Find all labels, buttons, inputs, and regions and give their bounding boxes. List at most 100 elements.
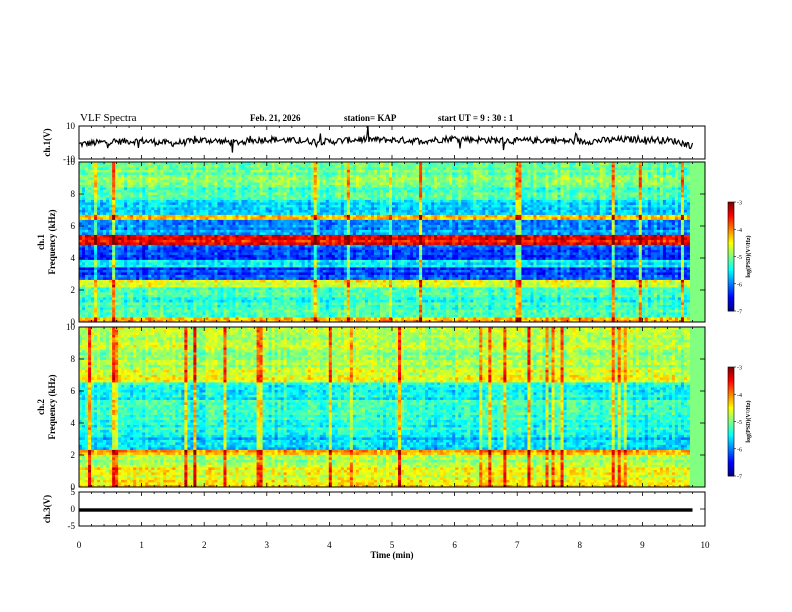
ch1-spec-cell [437,290,440,293]
ch1-spec-cell [350,280,353,283]
ch1-spec-cell [130,317,133,320]
ch1-spec-cell [151,262,154,265]
ch1-spec-cell [157,277,160,280]
ch1-spec-cell [157,275,160,278]
ch1-spec-cell [142,282,145,285]
ch1-spec-cell [311,305,314,308]
ch1-spec-cell [536,265,539,268]
ch1-spec-cell [422,270,425,273]
ch1-spec-cell [527,300,530,303]
ch1-spec-cell [639,267,642,270]
ch1-spec-cell [470,295,473,298]
ch1-spec-cell [434,280,437,283]
ch1-spec-cell [232,310,235,313]
ch1-spec-cell [395,305,398,308]
ch1-spec-cell [618,270,621,273]
ch1-spec-cell [272,307,275,310]
ch1-spec-cell [350,300,353,303]
ch1-spec-cell [106,287,109,290]
ch1-spec-cell [320,292,323,295]
ch1-spec-cell [470,302,473,305]
ch1-spec-cell [287,307,290,310]
ch1-spec-cell [558,265,561,268]
ch1-spec-cell [88,295,91,298]
ch1-spec-cell [208,310,211,313]
ch1-spec-cell [389,285,392,288]
ch1-spec-cell [473,305,476,308]
ch1-spec-cell [585,317,588,320]
ch1-spec-cell [181,282,184,285]
ch1-spec-cell [464,317,467,320]
ch1-spec-cell [521,295,524,298]
ch1-spec-cell [512,315,515,318]
ch1-spec-cell [211,262,214,265]
ch1-spec-cell [678,297,681,300]
ch1-spec-cell [392,275,395,278]
ch1-spec-cell [226,302,229,305]
ch1-spec-cell [139,315,142,318]
ch1-spec-cell [190,290,193,293]
ch1-spec-cell [651,265,654,268]
ch1-spec-cell [542,272,545,275]
ch1-spec-cell [353,305,356,308]
ch1-spec-cell [606,310,609,313]
ch1-spec-cell [208,292,211,295]
ch1-spec-cell [320,282,323,285]
ch1-spec-cell [178,282,181,285]
ch1-spec-cell [503,282,506,285]
ch1-spec-cell [335,270,338,273]
ch1-spec-cell [416,272,419,275]
ch1-spec-cell [211,315,214,318]
ch1-spec-cell [184,292,187,295]
ch1-spec-cell [627,285,630,288]
ch1-spec-cell [157,292,160,295]
ch1-spec-cell [621,270,624,273]
ch1-spec-cell [181,305,184,308]
ch1-spec-cell [536,302,539,305]
ch1-spec-cell [521,282,524,285]
ch1-spec-cell [223,305,226,308]
ch1-spec-cell [139,277,142,280]
ch1-spec-cell [148,262,151,265]
ch1-spec-cell [163,300,166,303]
ch1-spec-cell [356,287,359,290]
ch1-spec-cell [464,267,467,270]
ch1-spec-cell [449,300,452,303]
ch1-spec-cell [329,272,332,275]
ch1-spec-cell [266,315,269,318]
ch1-spec-cell [368,277,371,280]
ch1-spec-cell [657,290,660,293]
ch1-spec-cell [118,272,121,275]
ch1-spec-cell [326,317,329,320]
ch1-spec-cell [627,305,630,308]
ch1-spec-cell [100,317,103,320]
ch1-spec-cell [609,292,612,295]
ch1-spec-cell [467,282,470,285]
ch1-spec-cell [100,302,103,305]
ch1-spec-cell [666,267,669,270]
ch1-spec-cell [329,307,332,310]
ch1-spec-cell [272,267,275,270]
ch1-spec-cell [690,285,693,288]
ch1-spec-cell [485,285,488,288]
ch1-spec-cell [419,267,422,270]
ch1-spec-cell [600,300,603,303]
ch1-spec-cell [103,307,106,310]
ch1-spec-cell [245,300,248,303]
ch1-spec-cell [332,297,335,300]
ch1-spec-cell [217,287,220,290]
ch1-spec-cell [217,312,220,315]
ch1-spec-cell [639,287,642,290]
ch1-spec-cell [338,262,341,265]
ch1-spec-cell [684,277,687,280]
ch1-spec-cell [428,302,431,305]
ch1-spec-cell [299,267,302,270]
ch1-spec-cell [530,282,533,285]
ch1-spec-cell [657,305,660,308]
ch1-spec-cell [672,270,675,273]
ch1-spec-cell [308,275,311,278]
ch1-spec-cell [377,272,380,275]
ch1-spec-cell [148,310,151,313]
ch1-spec-cell [214,270,217,273]
ch1-spec-cell [458,297,461,300]
